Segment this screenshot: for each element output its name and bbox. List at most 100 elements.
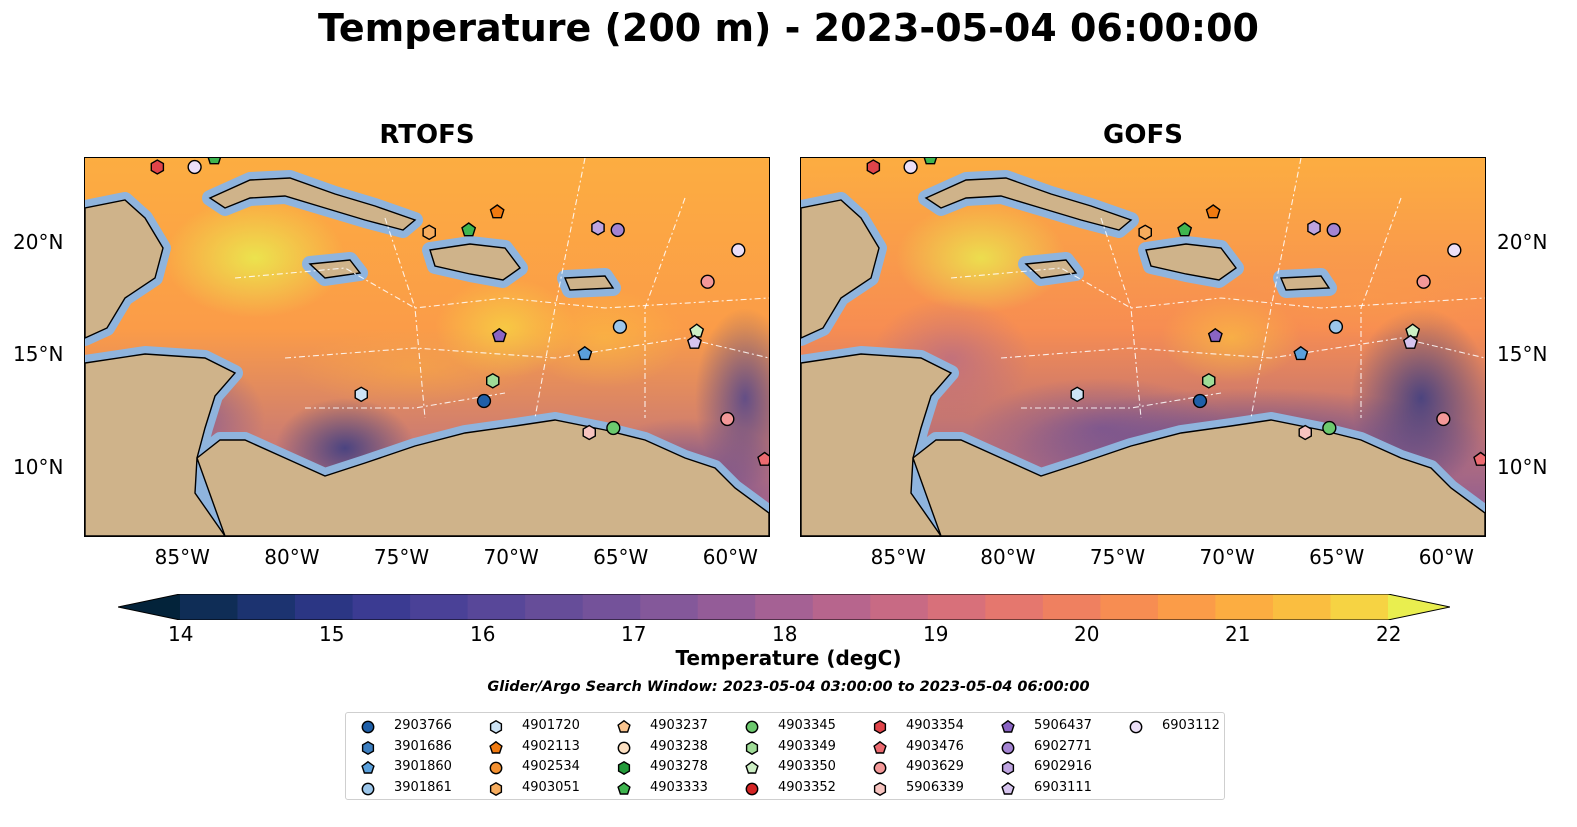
legend-marker-5906339 — [873, 781, 887, 796]
lon-tick-label: 65°W — [593, 545, 649, 569]
colorbar-tick-label: 21 — [1225, 622, 1251, 646]
platform-marker-4903333 — [1177, 222, 1193, 237]
platform-marker-4903345 — [1322, 420, 1337, 436]
land-mass — [85, 199, 164, 339]
lon-tick-label: 85°W — [154, 545, 210, 569]
platform-marker-3901861 — [1328, 319, 1344, 334]
platform-marker-2903766 — [476, 393, 492, 409]
legend-label: 4901720 — [522, 718, 580, 733]
eez-boundary — [1100, 217, 1142, 419]
colorbar-segment — [237, 594, 296, 620]
colorbar-tick-label: 18 — [772, 622, 798, 646]
lon-tick-label: 70°W — [483, 545, 539, 569]
colorbar-segment — [812, 594, 871, 620]
land-mass — [801, 199, 880, 339]
lon-tick-label: 80°W — [980, 545, 1036, 569]
legend-label: 2903766 — [394, 718, 452, 733]
colorbar-segment — [467, 594, 526, 620]
land-mass — [208, 177, 417, 231]
platform-marker-6903112 — [1447, 243, 1462, 258]
legend-marker-2903766 — [361, 720, 375, 734]
lon-tick-label: 60°W — [702, 545, 758, 569]
legend-marker-4903350 — [745, 760, 759, 774]
platform-marker-4903349 — [486, 372, 500, 389]
platform-marker-4903354 — [150, 159, 165, 175]
search-window-caption: Glider/Argo Search Window: 2023-05-04 03… — [487, 679, 1090, 695]
land-mass — [429, 243, 521, 281]
platform-marker-4901720 — [354, 386, 368, 403]
colorbar-segment — [985, 594, 1044, 620]
legend-label: 3901860 — [394, 759, 452, 774]
colorbar-segment — [180, 594, 239, 620]
legend-marker-3901686 — [361, 740, 375, 755]
land-mass — [85, 353, 237, 536]
eez-boundary — [1000, 337, 1485, 359]
legend-label: 4902113 — [522, 738, 580, 754]
platform-marker-3901861 — [612, 319, 628, 334]
platform-marker-5906437 — [491, 327, 507, 343]
legend-marker-5906437 — [1001, 719, 1015, 733]
land-mass — [1145, 243, 1237, 281]
legend-marker-4903476 — [873, 740, 887, 754]
colorbar-segment — [755, 594, 814, 620]
platform-marker-4903629 — [720, 411, 735, 427]
platform-marker-2903766 — [1192, 393, 1208, 409]
colorbar-segment — [1330, 594, 1389, 620]
platform-marker-4903333 — [207, 158, 222, 165]
legend-marker-6903112 — [1129, 720, 1143, 734]
legend-label: 6903112 — [1162, 718, 1220, 733]
legend-label: 4903345 — [778, 718, 836, 733]
colorbar-extend-low — [118, 594, 180, 620]
colorbar-tick-label: 20 — [1074, 622, 1100, 646]
platform-marker-6903112 — [187, 159, 202, 175]
eez-boundary — [234, 267, 769, 309]
legend-label: 5906339 — [906, 779, 964, 795]
legend-marker-4903278 — [617, 760, 631, 776]
platform-marker-6902771 — [610, 222, 625, 238]
colorbar-segment — [1215, 594, 1274, 620]
lat-tick-label-left: 10°N — [13, 454, 64, 479]
land-mass — [924, 177, 1133, 231]
panel-title-rtofs: RTOFS — [379, 120, 475, 150]
legend-label: 4903350 — [778, 759, 836, 774]
lon-tick-label: 75°W — [373, 545, 430, 569]
colorbar-segment — [525, 594, 584, 620]
platform-marker-3901860 — [1293, 345, 1309, 361]
colorbar-tick-label: 15 — [319, 622, 345, 646]
lat-tick-label-left: 20°N — [13, 229, 64, 254]
eez-boundary — [305, 392, 506, 409]
platform-marker-4903476 — [1473, 451, 1485, 466]
platform-marker-4903333 — [923, 158, 938, 165]
colorbar-tick-label: 16 — [470, 622, 496, 646]
platform-marker-4901720 — [1070, 386, 1084, 403]
colorbar-segment — [1042, 594, 1101, 620]
platform-marker-6902771 — [1326, 222, 1341, 238]
platform-marker-3901860 — [577, 345, 593, 361]
legend-marker-4903051 — [489, 781, 503, 796]
platform-marker-5906437 — [1207, 327, 1223, 343]
platform-marker-6903112 — [903, 159, 918, 175]
colorbar-tick-label: 22 — [1376, 622, 1402, 646]
lon-tick-label: 85°W — [870, 545, 926, 569]
eez-boundary — [384, 217, 426, 419]
platform-marker-4902113 — [489, 204, 505, 219]
legend-label: 4903278 — [650, 759, 708, 774]
legend-marker-4903333 — [617, 781, 631, 795]
eez-boundary — [1021, 392, 1222, 409]
colorbar-segment — [582, 594, 641, 620]
platform-marker-4903476 — [757, 451, 769, 466]
lon-tick-label: 80°W — [264, 545, 320, 569]
legend-label: 4903629 — [906, 759, 964, 774]
legend-marker-3901861 — [361, 782, 375, 795]
legend-marker-4903629 — [873, 761, 887, 775]
land-mass — [912, 419, 1485, 536]
colorbar-segment — [295, 594, 354, 620]
colorbar-segment — [410, 594, 469, 620]
legend-label: 6903111 — [1034, 779, 1092, 795]
legend-label: 6902916 — [1034, 759, 1092, 774]
lon-tick-label: 70°W — [1199, 545, 1255, 569]
platform-marker-5906339 — [582, 424, 596, 441]
colorbar-segment — [640, 594, 699, 620]
platform-marker-6903112 — [731, 243, 746, 258]
legend-label: 4903354 — [906, 718, 964, 733]
